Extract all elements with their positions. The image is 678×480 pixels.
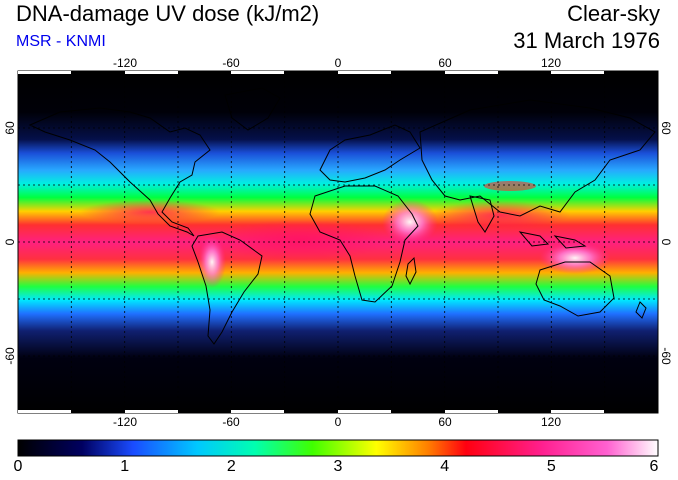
colorbar-label: 6 bbox=[649, 458, 659, 475]
coastlines bbox=[28, 87, 656, 345]
lon-tick-bottom: 0 bbox=[335, 415, 342, 429]
colorbar-label: 3 bbox=[333, 458, 343, 475]
lat-tick-right: 0 bbox=[659, 239, 673, 246]
frame-scale-bars bbox=[18, 71, 604, 413]
lat-tick-left: -60 bbox=[3, 347, 17, 365]
lon-tick-top: -60 bbox=[222, 56, 240, 70]
lon-tick-bottom: -60 bbox=[222, 415, 240, 429]
lon-tick-top: 120 bbox=[541, 56, 561, 70]
sky-condition-label: Clear-sky bbox=[567, 1, 660, 26]
lon-tick-bottom: 60 bbox=[438, 415, 452, 429]
data-source-label: MSR - KNMI bbox=[16, 33, 106, 50]
lon-tick-bottom: -120 bbox=[113, 415, 137, 429]
colorbar-label: 4 bbox=[440, 458, 450, 475]
colorbar-label: 2 bbox=[226, 458, 236, 475]
lon-tick-top: 60 bbox=[438, 56, 452, 70]
colorbar-label: 0 bbox=[13, 458, 23, 475]
lat-tick-right: 60 bbox=[659, 121, 673, 135]
graticule-grid bbox=[18, 71, 658, 413]
lon-tick-top: 0 bbox=[335, 56, 342, 70]
lat-tick-left: 0 bbox=[3, 238, 17, 245]
lon-tick-bottom: 120 bbox=[541, 415, 561, 429]
lon-tick-top: -120 bbox=[113, 56, 137, 70]
lat-tick-right: -60 bbox=[659, 347, 673, 365]
date-label: 31 March 1976 bbox=[513, 28, 660, 53]
colorbar-label: 5 bbox=[546, 458, 556, 475]
lat-tick-left: 60 bbox=[3, 121, 17, 135]
colorbar bbox=[17, 439, 659, 457]
map-title: DNA-damage UV dose (kJ/m2) bbox=[16, 1, 320, 26]
colorbar-label: 1 bbox=[120, 458, 130, 475]
